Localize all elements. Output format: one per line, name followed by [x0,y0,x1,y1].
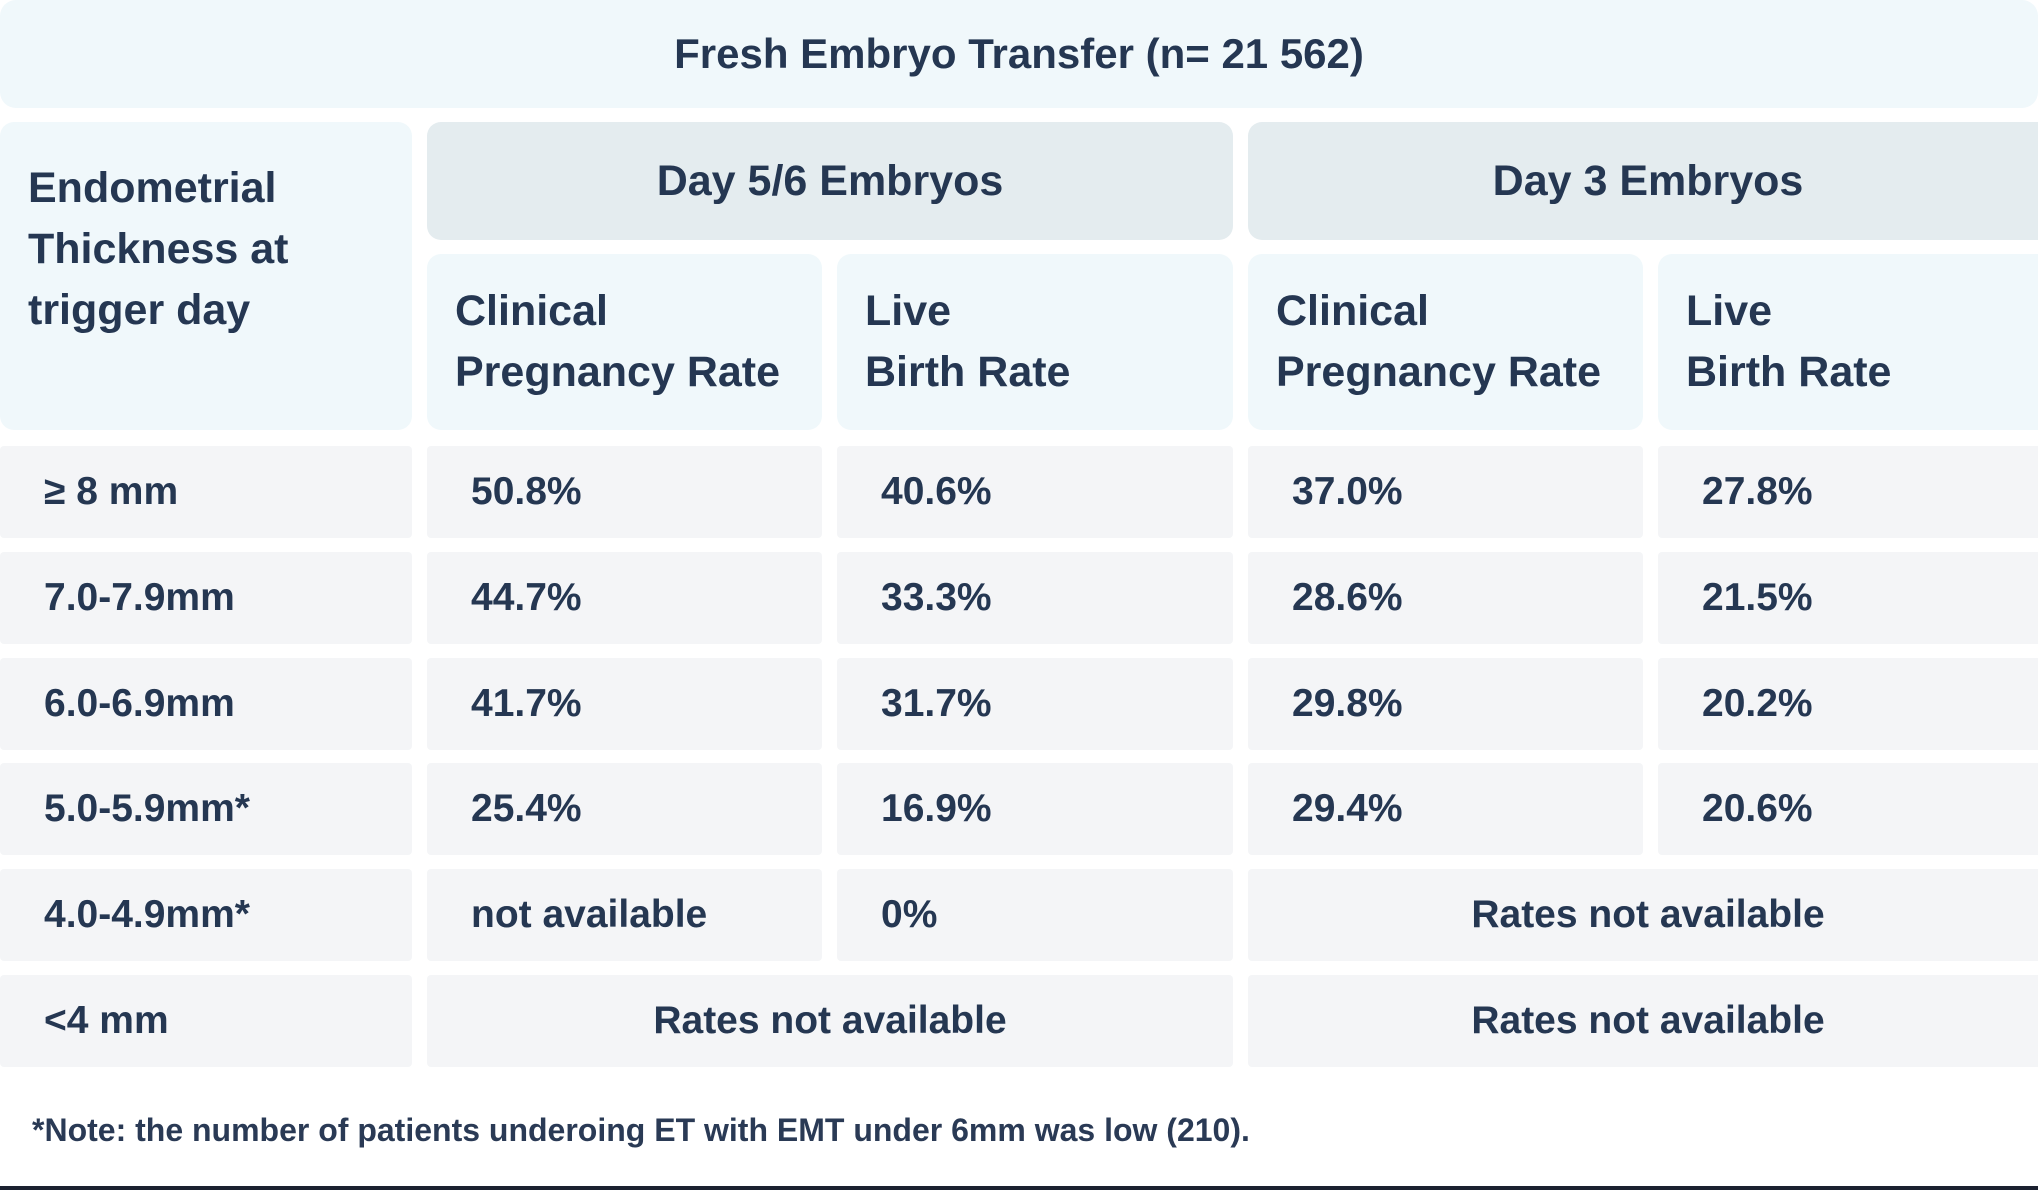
subheader-line: Birth Rate [1686,348,1892,396]
table-cell: 25.4% [427,763,822,855]
table-cell-merged: Rates not available [1248,869,2038,961]
bottom-divider [0,1186,2038,1190]
subheader-day56-lbr: Live Birth Rate [837,254,1233,430]
row-label: ≥ 8 mm [0,446,412,538]
table-cell: 20.2% [1658,658,2038,750]
table-cell: 0% [837,869,1233,961]
stub-header-line: Endometrial [28,164,277,212]
table-cell-merged: Rates not available [1248,975,2038,1067]
table-cell: 28.6% [1248,552,1643,644]
stub-header-line: trigger day [28,286,251,334]
subheader-day3-cpr: Clinical Pregnancy Rate [1248,254,1643,430]
row-label: 5.0-5.9mm* [0,763,412,855]
row-label: 7.0-7.9mm [0,552,412,644]
subheader-line: Birth Rate [865,348,1071,396]
stub-header: Endometrial Thickness at trigger day [0,122,412,430]
row-label: 6.0-6.9mm [0,658,412,750]
stub-header-text: Endometrial Thickness at trigger day [28,158,289,341]
table-cell: 29.4% [1248,763,1643,855]
subheader-line: Live [865,287,952,335]
table-cell: not available [427,869,822,961]
table-cell: 29.8% [1248,658,1643,750]
group-header-day56: Day 5/6 Embryos [427,122,1233,240]
row-label: 4.0-4.9mm* [0,869,412,961]
table-cell: 40.6% [837,446,1233,538]
subheader-line: Live [1686,287,1773,335]
stub-header-line: Thickness at [28,225,289,273]
row-label: <4 mm [0,975,412,1067]
table-title: Fresh Embryo Transfer (n= 21 562) [0,0,2038,108]
subheader-day3-lbr: Live Birth Rate [1658,254,2038,430]
subheader-line: Pregnancy Rate [455,348,781,396]
table-cell-merged: Rates not available [427,975,1233,1067]
subheader-line: Clinical [1276,287,1429,335]
group-header-day3: Day 3 Embryos [1248,122,2038,240]
table-cell: 27.8% [1658,446,2038,538]
table-footnote: *Note: the number of patients underoing … [32,1112,1250,1148]
table-cell: 16.9% [837,763,1233,855]
table-cell: 20.6% [1658,763,2038,855]
table-cell: 31.7% [837,658,1233,750]
subheader-day56-cpr: Clinical Pregnancy Rate [427,254,822,430]
table-cell: 33.3% [837,552,1233,644]
table-cell: 41.7% [427,658,822,750]
subheader-line: Pregnancy Rate [1276,348,1602,396]
table-cell: 50.8% [427,446,822,538]
table-cell: 21.5% [1658,552,2038,644]
table-cell: 37.0% [1248,446,1643,538]
subheader-line: Clinical [455,287,608,335]
table-cell: 44.7% [427,552,822,644]
